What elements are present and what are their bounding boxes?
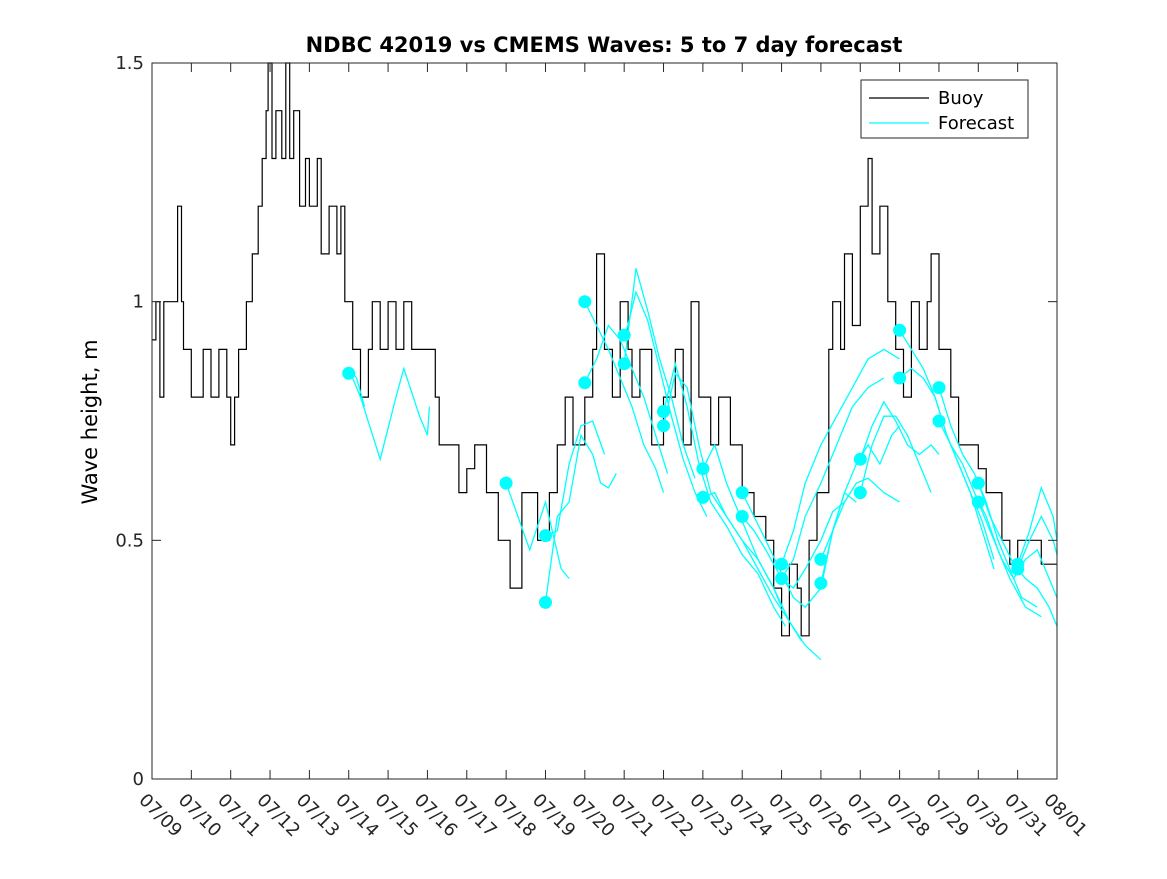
forecast-line-25 xyxy=(938,420,1042,618)
forecast-line-3 xyxy=(505,482,570,579)
forecast-marker-7 xyxy=(617,328,631,342)
forecast-marker-9 xyxy=(657,405,670,418)
forecast-marker-16 xyxy=(775,572,789,585)
forecast-marker-20 xyxy=(853,486,867,500)
y-tick-label: 1.5 xyxy=(115,53,144,74)
forecast-line-21 xyxy=(859,415,932,493)
forecast-marker-28 xyxy=(1011,562,1025,576)
y-axis-label: Wave height, m xyxy=(78,339,102,504)
forecast-line-16 xyxy=(780,348,900,565)
y-tick-label: 0.5 xyxy=(115,530,144,551)
forecast-marker-14 xyxy=(735,510,749,523)
y-tick-label: 1 xyxy=(133,292,144,313)
forecast-line-28 xyxy=(1017,485,1058,565)
legend-label-forecast: Forecast xyxy=(938,113,1014,134)
forecast-marker-8 xyxy=(617,357,631,371)
forecast-marker-21 xyxy=(893,323,907,337)
forecast-line-8 xyxy=(623,290,708,517)
forecast-line-17 xyxy=(781,377,885,579)
forecast-marker-25 xyxy=(971,476,985,490)
plot-area xyxy=(152,62,1058,779)
forecast-marker-6 xyxy=(578,376,592,390)
forecast-marker-26 xyxy=(971,495,985,509)
legend-label-buoy: Buoy xyxy=(938,88,984,109)
forecast-marker-19 xyxy=(853,452,867,466)
forecast-marker-24 xyxy=(932,414,946,428)
forecast-marker-13 xyxy=(735,486,749,500)
forecast-line-24 xyxy=(938,387,1038,608)
forecast-marker-22 xyxy=(893,371,907,385)
forecast-line-13 xyxy=(702,491,802,641)
forecast-marker-12 xyxy=(696,490,710,504)
forecast-line-6 xyxy=(584,301,665,493)
forecast-line-11 xyxy=(662,361,787,627)
forecast-marker-18 xyxy=(814,576,828,590)
forecast-line-5 xyxy=(545,420,606,537)
forecast-marker-17 xyxy=(814,552,828,566)
forecast-marker-3 xyxy=(539,529,552,543)
forecast-line-7 xyxy=(584,324,669,474)
legend-box xyxy=(860,79,1029,139)
forecast-line-4 xyxy=(544,433,617,603)
plot-background xyxy=(152,63,1057,779)
legend: Buoy Forecast xyxy=(860,79,1029,139)
forecast-line-20 xyxy=(859,400,940,460)
y-tick-label: 0 xyxy=(133,769,144,790)
forecast-marker-10 xyxy=(657,419,670,433)
series-line-buoy xyxy=(152,62,1057,637)
forecast-line-9 xyxy=(623,268,696,479)
forecast-marker-4 xyxy=(539,595,552,609)
forecast-marker-5 xyxy=(578,295,592,309)
forecast-marker-15 xyxy=(775,557,789,571)
forecast-marker-2 xyxy=(499,476,513,490)
chart-title: NDBC 42019 vs CMEMS Waves: 5 to 7 day fo… xyxy=(306,33,903,57)
forecast-line-29 xyxy=(1017,515,1058,570)
axes-box xyxy=(151,62,1058,780)
forecast-marker-11 xyxy=(696,462,710,476)
forecast-line-23 xyxy=(899,367,995,570)
forecast-marker-1 xyxy=(342,366,356,380)
forecast-line-1 xyxy=(348,366,431,462)
forecast-line-15 xyxy=(741,501,845,590)
forecast-line-19 xyxy=(820,477,900,584)
forecast-marker-23 xyxy=(932,381,946,395)
